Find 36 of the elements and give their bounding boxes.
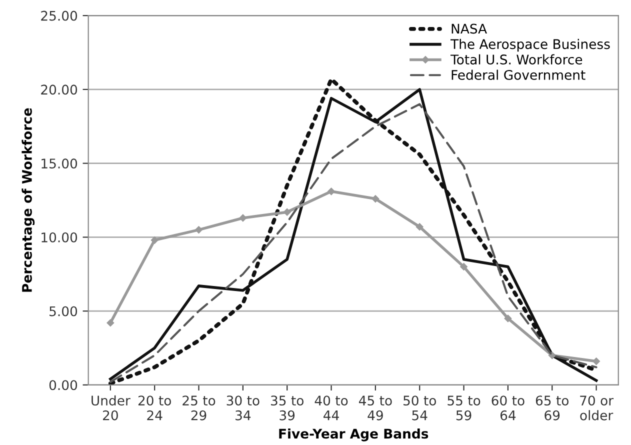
point (150, 236, 158, 244)
legend-label: Total U.S. Workforce (450, 54, 582, 65)
x-tick-label: 40 to 44 (314, 396, 348, 420)
y-tick-label: 5.00 (50, 306, 78, 316)
point (416, 223, 424, 230)
x-tick-label: 30 to 34 (226, 396, 260, 420)
y-tick-label: 15.00 (42, 158, 78, 169)
y-tick-label: 0.00 (49, 380, 78, 390)
x-tick-label: 25 to 29 (182, 396, 216, 420)
point (106, 319, 114, 327)
y-tick-label: 25.00 (41, 10, 78, 21)
x-tick-label: 35 to 39 (270, 396, 304, 420)
point (592, 358, 600, 365)
point (283, 208, 291, 216)
legend-label: The Aerospace Business (450, 38, 610, 52)
point (195, 226, 202, 234)
point (372, 195, 380, 202)
y-tick-label: 20.00 (41, 84, 78, 95)
point (239, 214, 247, 222)
x-tick-label: 20 to 24 (138, 396, 171, 420)
x-axis-title: Five-Year Age Bands (279, 428, 428, 442)
y-axis-title: Percentage of Workforce (22, 108, 35, 292)
legend-label: Federal Government (452, 70, 586, 80)
x-tick-label: 60 to 64 (492, 396, 524, 420)
legend-label: NASA (452, 24, 487, 34)
point (460, 263, 468, 270)
x-tick-label: 65 to 69 (536, 396, 569, 420)
x-tick-label: 55 to 59 (448, 396, 480, 420)
x-tick-label: 70 or older (580, 396, 614, 420)
x-tick-label: 45 to 49 (358, 396, 392, 420)
x-tick-label: Under 20 (92, 395, 130, 420)
point (328, 188, 335, 196)
y-tick-label: 10.00 (42, 232, 78, 242)
x-tick-label: 50 to 54 (404, 396, 436, 420)
point (504, 314, 512, 322)
point (548, 352, 556, 360)
